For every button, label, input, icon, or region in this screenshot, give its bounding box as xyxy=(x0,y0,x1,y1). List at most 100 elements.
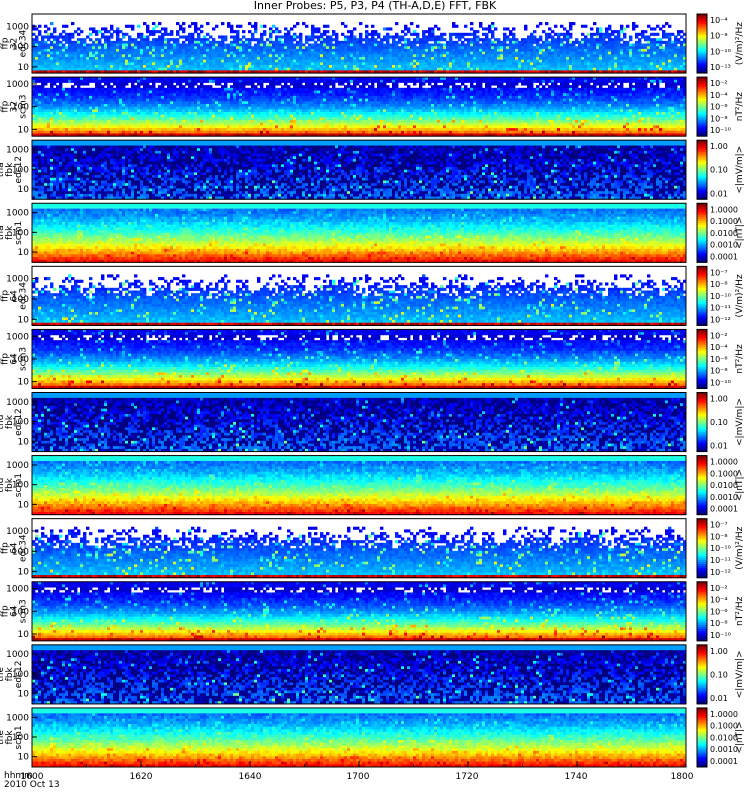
heatmap-cell xyxy=(164,44,167,47)
heatmap-cell xyxy=(119,62,122,65)
heatmap-cell xyxy=(98,65,101,68)
heatmap-cell xyxy=(101,49,104,52)
heatmap-cell xyxy=(50,57,53,60)
heatmap-cell xyxy=(38,49,41,52)
heatmap-cell xyxy=(143,65,146,68)
heatmap-cell xyxy=(104,27,107,30)
heatmap-cell xyxy=(98,54,101,57)
heatmap-cell xyxy=(164,49,167,52)
heatmap-cell xyxy=(137,60,140,63)
heatmap-cell xyxy=(107,46,110,49)
heatmap-cell xyxy=(71,41,74,44)
heatmap-cell xyxy=(146,30,149,33)
heatmap-cell xyxy=(32,68,35,71)
heatmap-cell xyxy=(131,62,134,65)
heatmap-cell xyxy=(164,33,167,36)
heatmap-cell xyxy=(62,44,65,47)
heatmap-cell xyxy=(35,52,38,55)
heatmap-cell xyxy=(155,25,158,28)
heatmap-cell xyxy=(62,30,65,33)
heatmap-cell xyxy=(137,68,140,71)
heatmap-cell xyxy=(92,68,95,71)
heatmap-cell xyxy=(104,65,107,68)
heatmap-cell xyxy=(65,57,68,60)
heatmap-cell xyxy=(74,54,77,57)
heatmap-cell xyxy=(74,41,77,44)
heatmap-cell xyxy=(110,46,113,49)
heatmap-cell xyxy=(59,35,62,38)
heatmap-cell xyxy=(89,46,92,49)
heatmap-cell xyxy=(161,33,164,36)
heatmap-cell xyxy=(92,57,95,60)
heatmap-cell xyxy=(38,52,41,55)
heatmap-cell xyxy=(104,38,107,41)
heatmap-cell xyxy=(83,52,86,55)
heatmap-cell xyxy=(32,62,35,65)
heatmap-cell xyxy=(137,49,140,52)
heatmap-cell xyxy=(80,60,83,63)
heatmap-cell xyxy=(71,65,74,68)
heatmap-cell xyxy=(62,65,65,68)
heatmap-cell xyxy=(161,60,164,63)
heatmap-cell xyxy=(149,62,152,65)
heatmap-cell xyxy=(80,41,83,44)
heatmap-cell xyxy=(32,27,35,30)
heatmap-cell xyxy=(59,49,62,52)
heatmap-cell xyxy=(86,57,89,60)
heatmap-cell xyxy=(149,57,152,60)
heatmap-cell xyxy=(68,62,71,65)
heatmap-cell xyxy=(119,38,122,41)
heatmap-cell xyxy=(107,62,110,65)
heatmap-cell xyxy=(137,46,140,49)
heatmap-cell xyxy=(113,65,116,68)
heatmap-cell xyxy=(77,68,80,71)
heatmap-cell xyxy=(110,60,113,63)
heatmap-cell xyxy=(47,62,50,65)
heatmap-cell xyxy=(68,54,71,57)
heatmap-cell xyxy=(50,60,53,63)
heatmap-cell xyxy=(32,33,35,36)
heatmap-cell xyxy=(155,44,158,47)
heatmap-cell xyxy=(143,35,146,38)
heatmap-cell xyxy=(50,68,53,71)
heatmap-cell xyxy=(38,54,41,57)
heatmap-cell xyxy=(95,38,98,41)
heatmap-cell xyxy=(89,27,92,30)
heatmap-cell xyxy=(146,35,149,38)
heatmap-cell xyxy=(140,44,143,47)
heatmap-cell xyxy=(137,57,140,60)
heatmap-cell xyxy=(71,49,74,52)
heatmap-cell xyxy=(95,68,98,71)
heatmap-cell xyxy=(56,35,59,38)
heatmap-cell xyxy=(149,33,152,36)
heatmap-cell xyxy=(110,27,113,30)
heatmap-cell xyxy=(128,65,131,68)
heatmap-cell xyxy=(161,44,164,47)
heatmap-cell xyxy=(128,60,131,63)
heatmap-cell xyxy=(68,35,71,38)
heatmap-cell xyxy=(71,22,74,25)
heatmap-cell xyxy=(116,62,119,65)
heatmap-cell xyxy=(101,44,104,47)
heatmap-cell xyxy=(47,33,50,36)
heatmap-cell xyxy=(98,41,101,44)
heatmap-cell xyxy=(68,38,71,41)
heatmap-cell xyxy=(134,54,137,57)
heatmap-cell xyxy=(59,54,62,57)
heatmap-cell xyxy=(110,44,113,47)
heatmap-cell xyxy=(140,65,143,68)
heatmap-cell xyxy=(41,49,44,52)
heatmap-cell xyxy=(122,68,125,71)
heatmap-cell xyxy=(83,49,86,52)
heatmap-cell xyxy=(122,60,125,63)
heatmap-cell xyxy=(161,65,164,68)
heatmap-cell xyxy=(143,62,146,65)
heatmap-cell xyxy=(95,30,98,33)
heatmap-cell xyxy=(35,54,38,57)
heatmap-cell xyxy=(149,60,152,63)
heatmap-cell xyxy=(104,52,107,55)
heatmap-cell xyxy=(143,52,146,55)
heatmap-cell xyxy=(83,57,86,60)
heatmap-cell xyxy=(44,52,47,55)
heatmap-cell xyxy=(41,68,44,71)
